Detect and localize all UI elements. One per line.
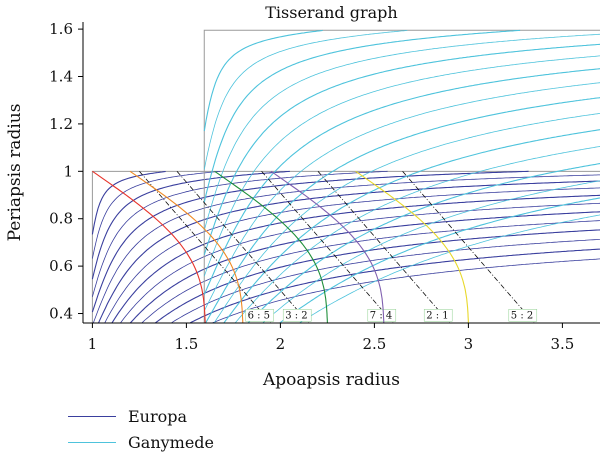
- curve-ganymede-15: [298, 214, 600, 323]
- bound-box-europa: [91, 170, 600, 323]
- curve-ganymede-10: [223, 129, 600, 323]
- curve-europa-4: [91, 170, 529, 313]
- resonance-label-box-0: [245, 309, 274, 322]
- resonance-label-box-1: [282, 309, 312, 322]
- resonance-label-0: 6 : 5: [248, 310, 270, 321]
- y-tick-label-5: 1.4: [49, 68, 73, 86]
- curve-ganymede-8: [204, 97, 600, 323]
- curve-europa-6: [97, 180, 600, 323]
- chart-title: Tisserand graph: [265, 3, 397, 22]
- resonance-line-3: [317, 171, 450, 323]
- y-tick-label-2: 0.8: [49, 210, 73, 228]
- resonance-curve-2: [214, 170, 328, 323]
- resonance-label-3: 2 : 1: [426, 310, 448, 321]
- curve-ganymede-0: [203, 29, 323, 132]
- resonance-label-4: 5 : 2: [511, 310, 533, 321]
- curve-ganymede-3: [203, 33, 600, 231]
- resonance-label-box-2: [367, 309, 397, 322]
- y-axis-title: Periapsis radius: [5, 104, 25, 242]
- curve-ganymede-9: [213, 112, 600, 323]
- y-tick-label-1: 0.6: [49, 257, 73, 275]
- resonance-label-box-4: [508, 309, 538, 322]
- curve-europa-10: [129, 211, 600, 323]
- legend-item-ganymede: Ganymede: [68, 429, 214, 455]
- plot-area: 6 : 5 3 : 2 7 : 4 2 : 1 5 : 2 1 1.5 2 2.5 3 3.5 0.4…: [49, 20, 600, 353]
- legend-label-europa: Europa: [128, 406, 188, 426]
- curve-ganymede-7: [203, 82, 600, 312]
- x-tick-label-1: 1.5: [174, 335, 198, 353]
- resonance-curve-4: [355, 170, 469, 323]
- curve-europa-15: [211, 258, 600, 323]
- x-tick-label-5: 3.5: [550, 335, 574, 353]
- y-tick-label-0: 0.4: [49, 305, 73, 323]
- curve-europa-9: [119, 202, 600, 323]
- x-tick-label-3: 2.5: [362, 335, 386, 353]
- curve-ganymede-1: [203, 30, 408, 170]
- curve-ganymede-11: [234, 146, 600, 323]
- curve-europa-13: [170, 238, 600, 323]
- resonance-curve-1: [129, 170, 244, 323]
- resonance-label-2: 7 : 4: [370, 310, 392, 321]
- curve-europa-2: [91, 170, 290, 280]
- curve-ganymede-12: [247, 162, 600, 323]
- curve-europa-7: [104, 187, 600, 323]
- legend-line-europa: [68, 415, 116, 417]
- x-axis-title: Apoapsis radius: [262, 370, 400, 390]
- legend-item-europa: Europa: [68, 403, 214, 429]
- x-tick-label-0: 1: [88, 335, 98, 353]
- curve-europa-14: [188, 248, 600, 323]
- resonance-curve-3: [270, 170, 385, 323]
- legend-label-ganymede: Ganymede: [128, 432, 215, 452]
- x-tick-label-2: 2: [276, 335, 286, 353]
- y-tick-label-6: 1.6: [49, 20, 73, 38]
- resonance-curve-0: [92, 170, 206, 323]
- curve-europa-1: [92, 171, 221, 259]
- curve-ganymede-14: [278, 197, 600, 323]
- bound-box-ganymede: [203, 29, 600, 323]
- y-tick-label-3: 1: [63, 162, 73, 180]
- resonance-label-box-3: [423, 309, 453, 322]
- curve-ganymede-4: [203, 43, 600, 255]
- legend: Europa Ganymede: [68, 403, 214, 455]
- x-tick-label-4: 3: [464, 335, 474, 353]
- curve-europa-5: [92, 174, 600, 323]
- curve-europa-8: [111, 194, 600, 323]
- curve-europa-0: [91, 170, 166, 235]
- curve-europa-12: [154, 229, 600, 323]
- resonance-line-4: [402, 171, 535, 323]
- resonance-line-0: [139, 171, 272, 323]
- curve-ganymede-6: [203, 68, 600, 295]
- curve-europa-3: [92, 170, 388, 297]
- curves-group: 6 : 5 3 : 2 7 : 4 2 : 1 5 : 2: [91, 29, 600, 323]
- curve-ganymede-2: [203, 29, 521, 203]
- resonance-label-1: 3 : 2: [285, 310, 307, 321]
- resonance-line-1: [176, 171, 309, 323]
- curve-ganymede-5: [203, 55, 600, 277]
- legend-line-ganymede: [68, 441, 116, 443]
- resonance-line-2: [261, 171, 394, 323]
- y-tick-label-4: 1.2: [49, 115, 73, 133]
